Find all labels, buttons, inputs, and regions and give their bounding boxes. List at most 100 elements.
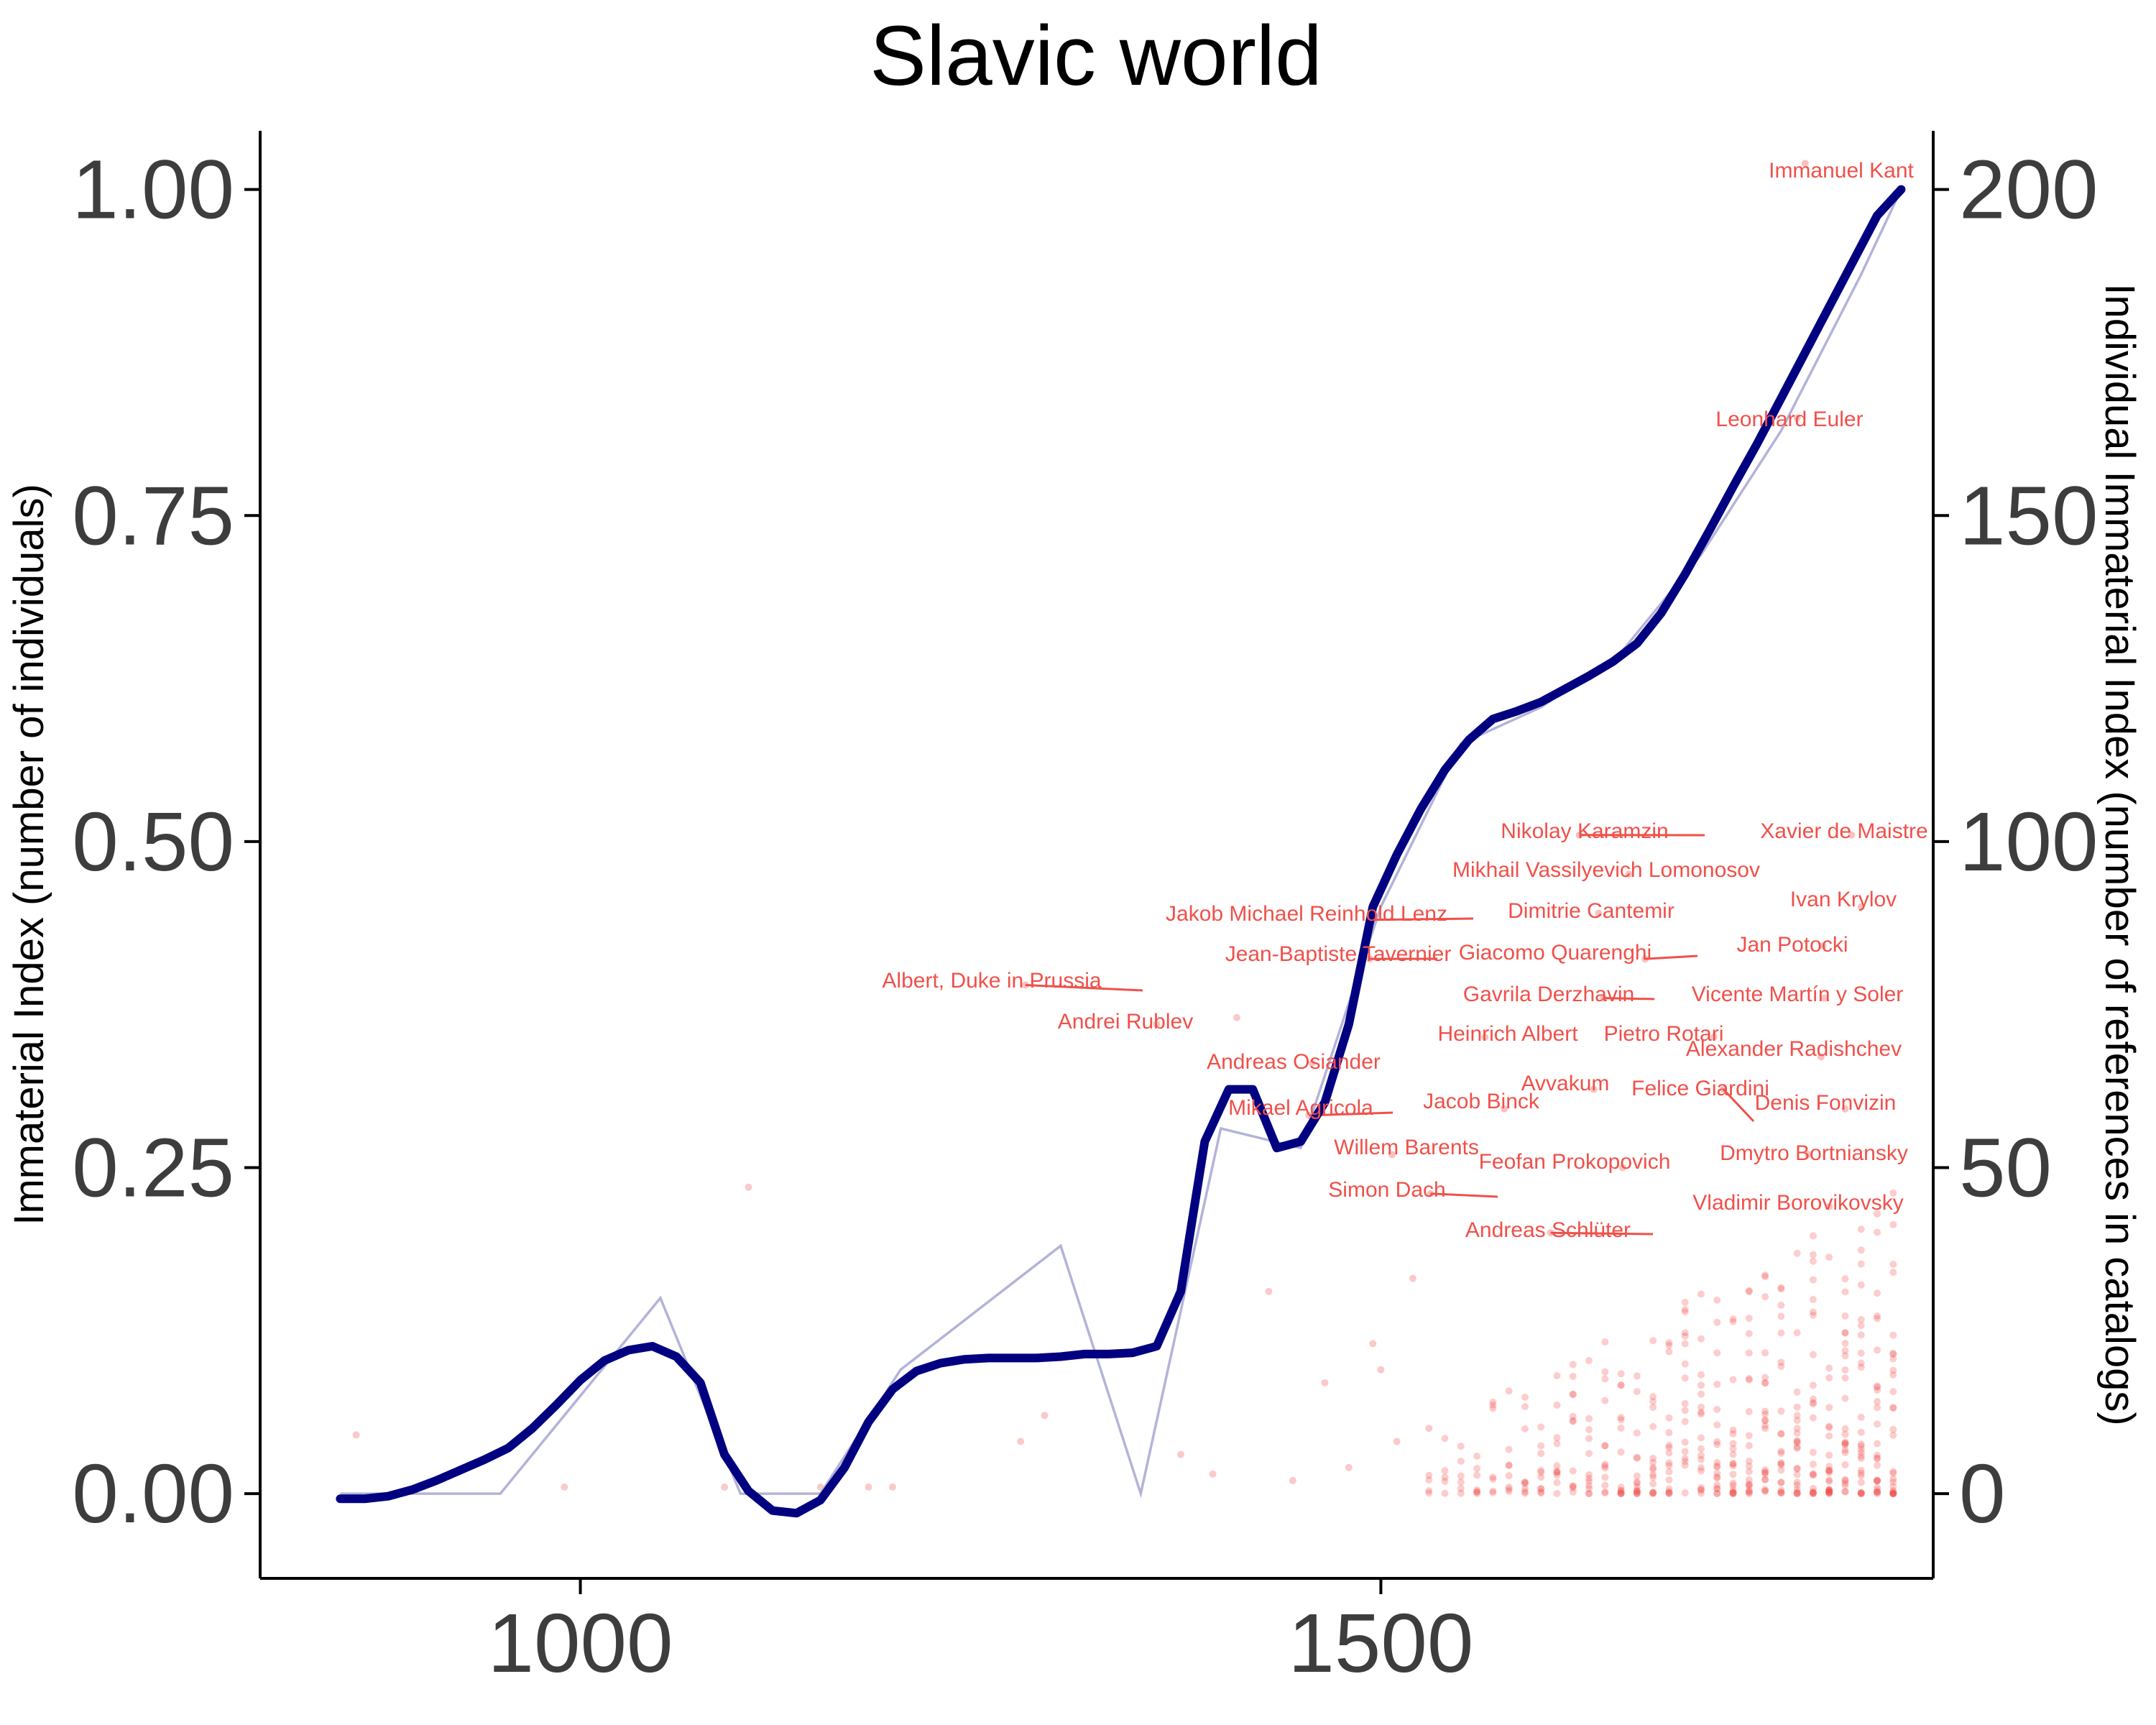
individual-point: [1745, 1287, 1753, 1294]
individual-point: [1857, 1349, 1865, 1357]
individual-point: [865, 1483, 872, 1491]
individual-point: [1393, 1438, 1401, 1445]
individual-point: [1874, 1386, 1881, 1394]
individual-point: [1505, 1486, 1513, 1494]
individual-point: [1857, 1489, 1865, 1497]
smoothed-series-layer: [336, 185, 1906, 1518]
individual-point: [1745, 1442, 1753, 1450]
individual-point: [1761, 1410, 1769, 1418]
individual-point: [1857, 1413, 1865, 1421]
point-label: Feofan Prokopovich: [1479, 1150, 1671, 1174]
individual-point: [1681, 1374, 1689, 1382]
individual-point: [1809, 1251, 1817, 1259]
individual-point: [1617, 1381, 1625, 1389]
individual-point: [1697, 1451, 1705, 1459]
individual-point: [1889, 1404, 1897, 1412]
individual-point: [1857, 1315, 1865, 1323]
individual-point: [1761, 1293, 1769, 1301]
individual-point: [1521, 1478, 1529, 1486]
individual-point: [1857, 1246, 1865, 1254]
individual-point: [1601, 1489, 1609, 1496]
y2-tick-label: 0: [1959, 1447, 2006, 1540]
individual-point: [1713, 1458, 1721, 1466]
individual-point: [1537, 1466, 1545, 1474]
individual-point: [1553, 1468, 1561, 1476]
individual-point: [1649, 1471, 1657, 1478]
individual-point: [1761, 1466, 1769, 1473]
individual-point: [1425, 1489, 1433, 1497]
individual-point: [1889, 1404, 1897, 1412]
individual-point: [1617, 1489, 1625, 1497]
individual-point: [1521, 1485, 1529, 1493]
individual-point: [1874, 1451, 1881, 1459]
individual-point: [1777, 1489, 1785, 1496]
individual-point: [1681, 1448, 1689, 1455]
individual-point: [1809, 1351, 1817, 1358]
individual-point: [1569, 1390, 1577, 1398]
individual-point: [1697, 1467, 1705, 1475]
individual-point: [1369, 1340, 1377, 1348]
individual-point: [1841, 1288, 1849, 1296]
individual-point: [1825, 1467, 1833, 1475]
y2-tick-label: 200: [1959, 143, 2099, 236]
individual-point: [1473, 1465, 1481, 1473]
individual-point: [1889, 1478, 1897, 1486]
individual-point: [1697, 1410, 1705, 1418]
individual-point: [1457, 1489, 1465, 1497]
individual-point: [1457, 1443, 1465, 1450]
individual-point: [721, 1483, 729, 1491]
annotated-point: [1820, 994, 1828, 1002]
individual-point: [1617, 1486, 1625, 1494]
individual-point: [1841, 1366, 1849, 1374]
individual-point: [1665, 1489, 1673, 1496]
individual-point: [1841, 1394, 1849, 1402]
individual-point: [1857, 1445, 1865, 1453]
individual-point: [1745, 1481, 1753, 1489]
individual-point: [1681, 1438, 1689, 1446]
individual-point: [1857, 1489, 1865, 1497]
individual-point: [1569, 1417, 1577, 1425]
individual-point: [1633, 1478, 1641, 1486]
annotated-point: [1590, 1085, 1598, 1093]
individual-point: [1857, 1448, 1865, 1456]
individual-point: [1857, 1363, 1865, 1371]
individual-point: [1857, 1466, 1865, 1474]
individual-point: [1761, 1487, 1769, 1495]
individual-point: [1761, 1271, 1769, 1279]
annotated-point: [1481, 1034, 1489, 1041]
individual-point: [1537, 1468, 1545, 1476]
individual-point: [1537, 1488, 1545, 1496]
individual-point: [1537, 1450, 1545, 1458]
individual-point: [1889, 1490, 1897, 1498]
annotated-point: [1793, 414, 1801, 422]
individual-point: [1825, 1489, 1833, 1496]
individual-point: [1537, 1473, 1545, 1481]
axes-layer: 1000 1500 0.00 0.25 0.50 0.75 1.00 0 50 100 150 200: [72, 143, 2098, 1690]
individual-point: [1889, 1189, 1897, 1197]
individual-point: [1857, 1281, 1865, 1289]
individual-point: [1825, 1486, 1833, 1494]
individual-point: [1569, 1484, 1577, 1491]
point-label: Dimitrie Cantemir: [1508, 899, 1674, 923]
point-label: Denis Fonvizin: [1755, 1091, 1897, 1115]
individual-point: [1809, 1311, 1817, 1319]
individual-point: [1649, 1397, 1657, 1405]
individual-point: [1825, 1364, 1833, 1372]
individual-point: [1841, 1440, 1849, 1448]
individual-point: [1793, 1443, 1801, 1451]
individual-point: [1825, 1404, 1833, 1412]
individual-point: [1889, 1488, 1897, 1496]
individual-point: [1569, 1482, 1577, 1490]
annotated-point: [1153, 1020, 1161, 1028]
individual-point: [1697, 1381, 1705, 1389]
individual-point: [1874, 1440, 1881, 1448]
individual-point: [1489, 1401, 1497, 1409]
individual-point: [1825, 1487, 1833, 1495]
individual-point: [1729, 1489, 1737, 1497]
individual-point: [1697, 1408, 1705, 1416]
individual-point: [1793, 1329, 1801, 1337]
label-connector: [1550, 1231, 1654, 1236]
individual-point: [1729, 1462, 1737, 1470]
individual-point: [1665, 1339, 1673, 1347]
individual-point: [1809, 1276, 1817, 1284]
